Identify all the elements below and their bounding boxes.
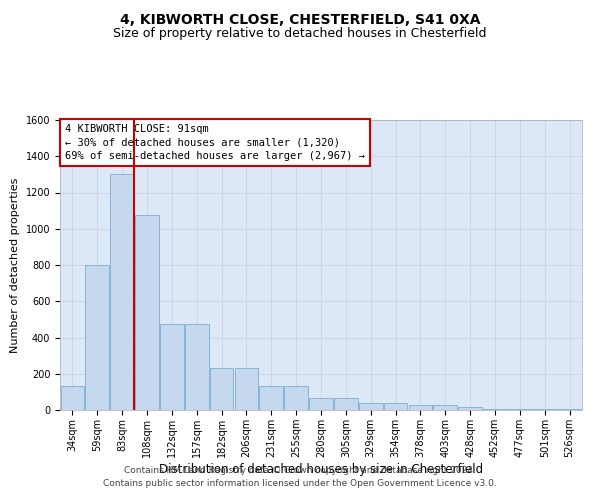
Bar [135,215,159,410]
Bar [259,386,283,410]
Bar [433,406,457,410]
Bar [359,403,383,410]
Bar [85,265,109,410]
Bar [508,409,532,410]
Bar [409,406,432,410]
Bar [483,409,507,410]
Text: 4, KIBWORTH CLOSE, CHESTERFIELD, S41 0XA: 4, KIBWORTH CLOSE, CHESTERFIELD, S41 0XA [120,12,480,26]
Bar [558,409,581,410]
Bar [533,409,557,410]
Text: Contains HM Land Registry data © Crown copyright and database right 2024.
Contai: Contains HM Land Registry data © Crown c… [103,466,497,487]
Bar [458,408,482,410]
Bar [110,174,134,410]
X-axis label: Distribution of detached houses by size in Chesterfield: Distribution of detached houses by size … [159,462,483,475]
Bar [160,324,184,410]
Bar [210,368,233,410]
Bar [185,324,209,410]
Bar [309,398,333,410]
Bar [384,403,407,410]
Bar [235,368,258,410]
Y-axis label: Number of detached properties: Number of detached properties [10,178,20,352]
Text: 4 KIBWORTH CLOSE: 91sqm
← 30% of detached houses are smaller (1,320)
69% of semi: 4 KIBWORTH CLOSE: 91sqm ← 30% of detache… [65,124,365,161]
Bar [284,386,308,410]
Bar [334,398,358,410]
Text: Size of property relative to detached houses in Chesterfield: Size of property relative to detached ho… [113,28,487,40]
Bar [61,386,84,410]
